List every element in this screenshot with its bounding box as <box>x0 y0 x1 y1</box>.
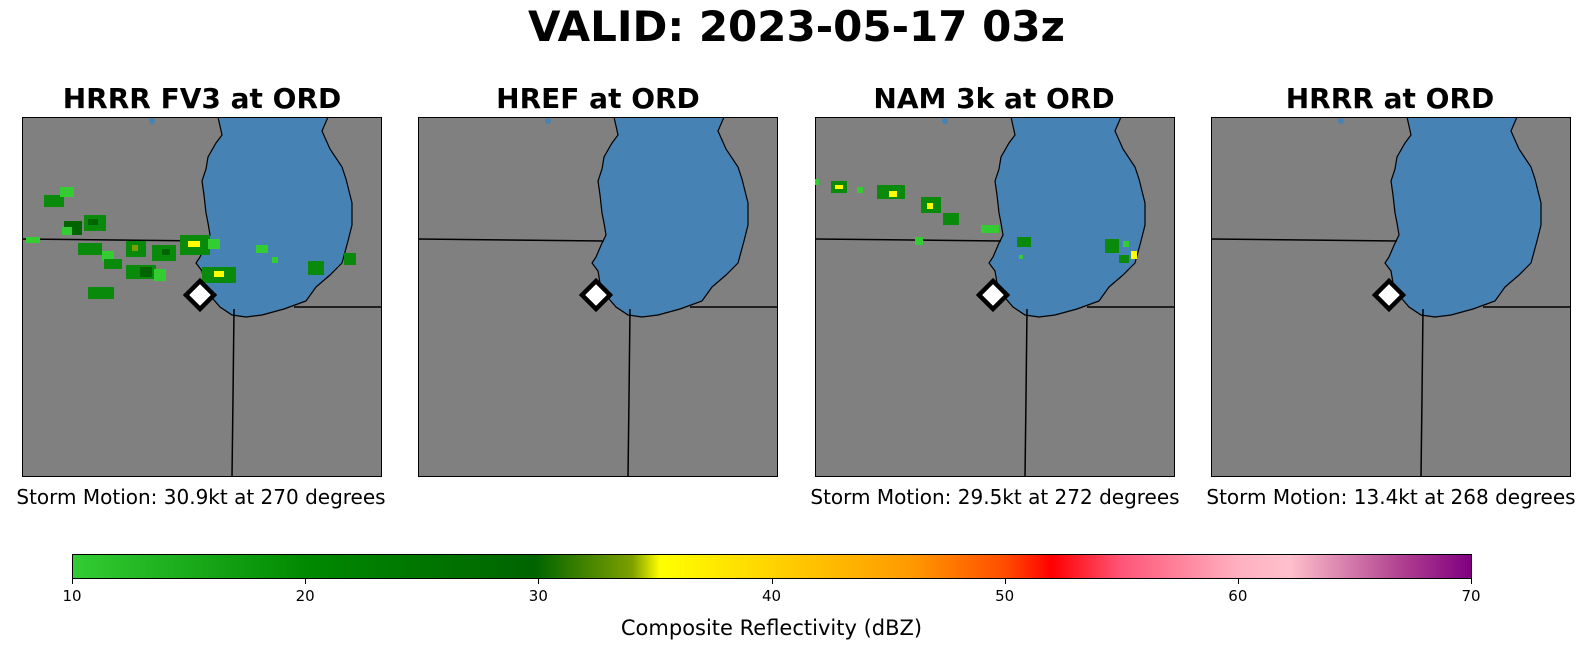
state-border-wi-il <box>418 238 605 242</box>
map-panel-hrrr-fv3[interactable] <box>22 117 382 477</box>
diamond-icon <box>975 277 1011 313</box>
storm-motion-hrrr: Storm Motion: 13.4kt at 268 degrees <box>1206 485 1576 509</box>
reflectivity-echoes <box>26 187 356 299</box>
map-panel-nam-3k[interactable] <box>815 117 1175 477</box>
lake-michigan <box>1384 117 1542 318</box>
ord-station-marker <box>975 277 1011 313</box>
state-border-il-in <box>1024 308 1028 477</box>
state-border-wi-il <box>1211 238 1398 242</box>
map-frame <box>22 117 382 477</box>
colorbar-tick <box>1004 579 1006 584</box>
small-lake <box>149 118 155 124</box>
ord-station-marker <box>578 277 614 313</box>
reflectivity-echoes <box>815 179 1137 263</box>
colorbar-tick <box>1471 579 1472 584</box>
colorbar-tick-label: 70 <box>1461 587 1481 605</box>
colorbar-tick <box>1237 579 1239 584</box>
colorbar-tick-label: 30 <box>528 587 548 605</box>
state-border-wi-il <box>815 238 1002 242</box>
diamond-icon <box>182 277 218 313</box>
small-lake <box>1338 118 1344 124</box>
map-frame <box>815 117 1175 477</box>
colorbar-tick <box>771 579 773 584</box>
diamond-icon <box>578 277 614 313</box>
state-border-il-in <box>231 308 235 477</box>
colorbar-tick-label: 40 <box>761 587 782 605</box>
map-panel-hrrr[interactable] <box>1211 117 1571 477</box>
panel-title-nam-3k: NAM 3k at ORD <box>873 82 1115 115</box>
state-border-il-in <box>627 308 631 477</box>
ord-station-marker <box>1371 277 1407 313</box>
page-title: VALID: 2023-05-17 03z <box>528 2 1065 51</box>
colorbar-tick-label: 60 <box>1228 587 1248 605</box>
state-border-wi-il <box>22 238 209 242</box>
map-panel-href[interactable] <box>418 117 778 477</box>
diamond-icon <box>1371 277 1407 313</box>
colorbar-tick <box>538 579 540 584</box>
colorbar <box>72 554 1472 579</box>
colorbar-tick-label: 50 <box>995 587 1015 605</box>
map-frame <box>1211 117 1571 477</box>
panel-title-hrrr-fv3: HRRR FV3 at ORD <box>62 82 342 115</box>
storm-motion-nam-3k: Storm Motion: 29.5kt at 272 degrees <box>810 485 1180 509</box>
colorbar-label: Composite Reflectivity (dBZ) <box>620 616 923 640</box>
state-border-il-in <box>1420 308 1424 477</box>
panel-title-hrrr: HRRR at ORD <box>1285 82 1495 115</box>
colorbar-tick-label: 10 <box>62 587 82 605</box>
map-frame <box>418 117 778 477</box>
panel-title-href: HREF at ORD <box>496 82 700 115</box>
small-lake <box>942 118 948 124</box>
storm-motion-hrrr-fv3: Storm Motion: 30.9kt at 270 degrees <box>16 485 386 509</box>
small-lake <box>545 118 551 124</box>
ord-station-marker <box>182 277 218 313</box>
colorbar-tick <box>72 579 73 584</box>
lake-michigan <box>988 117 1146 318</box>
colorbar-tick <box>305 579 307 584</box>
colorbar-tick-label: 20 <box>295 587 315 605</box>
lake-michigan <box>591 117 749 318</box>
